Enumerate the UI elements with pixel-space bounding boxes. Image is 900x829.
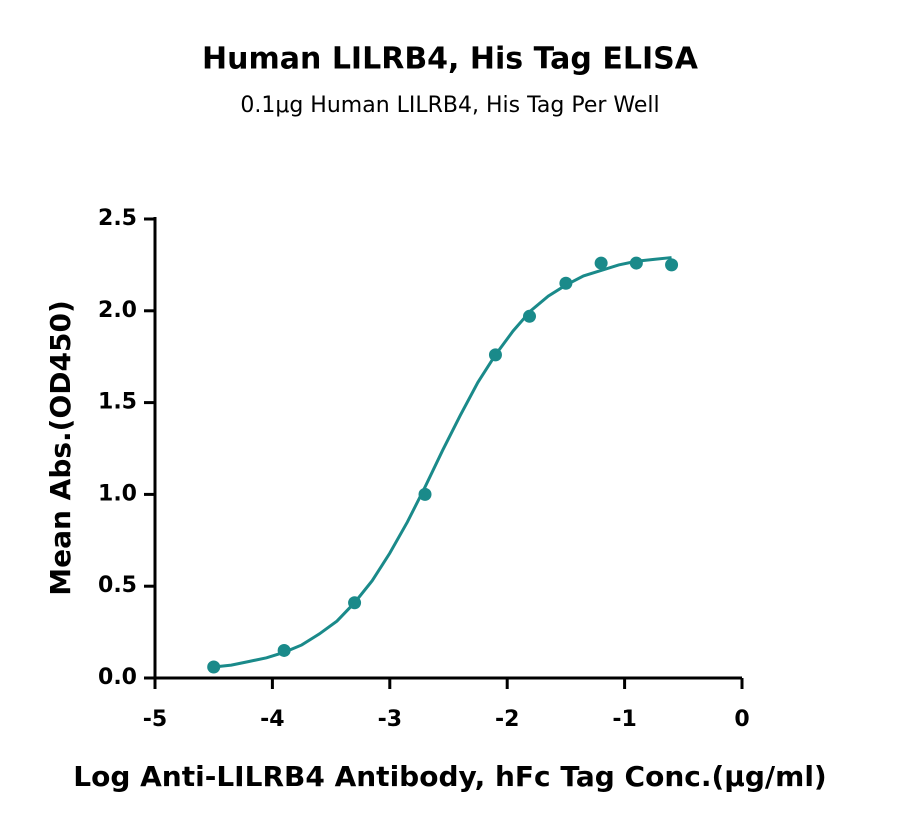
y-tick-label: 0.5 <box>98 573 137 598</box>
x-tick-label: -3 <box>378 707 402 732</box>
x-tick-label: -5 <box>143 707 167 732</box>
chart-title: Human LILRB4, His Tag ELISA <box>202 42 699 77</box>
chart-subtitle: 0.1μg Human LILRB4, His Tag Per Well <box>240 93 659 118</box>
fit-curve <box>213 256 672 669</box>
y-tick-label: 2.0 <box>98 298 137 323</box>
x-axis-label: Log Anti-LILRB4 Antibody, hFc Tag Conc.(… <box>73 760 826 793</box>
y-tick-label: 1.0 <box>98 481 137 506</box>
x-tick-label: -1 <box>612 707 636 732</box>
data-point <box>594 256 608 270</box>
y-tick-label: 1.5 <box>98 390 137 415</box>
y-tick-label: 0.0 <box>98 665 137 690</box>
x-tick-label: -2 <box>495 707 519 732</box>
y-axis-label: Mean Abs.(OD450) <box>44 300 77 596</box>
x-tick-label: 0 <box>734 707 749 732</box>
data-point <box>665 258 679 272</box>
y-tick-label: 2.5 <box>98 206 137 231</box>
data-point <box>523 309 537 323</box>
x-tick-label: -4 <box>260 707 284 732</box>
